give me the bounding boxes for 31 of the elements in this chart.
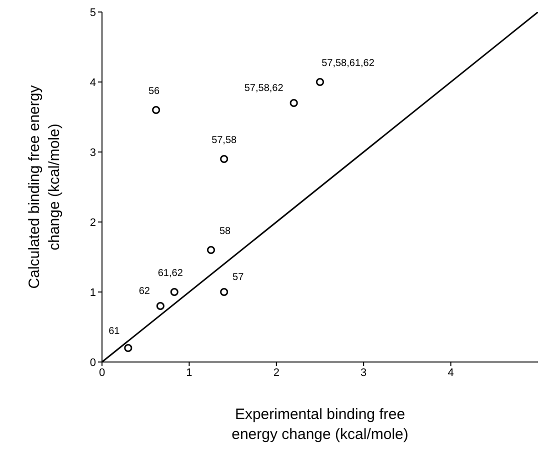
x-tick-label: 3 [360, 366, 367, 379]
point [124, 344, 132, 352]
y-tick-label: 0 [90, 356, 96, 369]
point [290, 98, 298, 108]
point [220, 288, 228, 296]
y-tick-label: 2 [90, 216, 96, 229]
point [220, 154, 228, 164]
annotation: 57 [232, 272, 244, 283]
x-axis-title: Experimental binding free energy change (kcal/mole) [230, 405, 410, 445]
point [206, 246, 216, 254]
x-tick-label: 2 [273, 366, 280, 379]
point [152, 106, 160, 114]
point [316, 78, 324, 86]
y-tick-label: 5 [90, 6, 96, 19]
annotation: 57,58,61,62 [322, 58, 375, 69]
x-tick-label: 0 [98, 366, 106, 379]
annotation: 56 [148, 86, 160, 97]
y-tick-label: 1 [90, 286, 96, 299]
point [170, 288, 178, 296]
y-axis-title: Calculated binding free energy change (kcal/mole) [25, 84, 64, 291]
annotation: 61 [108, 326, 120, 337]
point [156, 302, 164, 310]
annotation: 58 [219, 226, 231, 237]
annotation: 61,62 [158, 268, 184, 279]
x-tick-label: 1 [186, 366, 192, 379]
y-tick-label: 4 [90, 76, 96, 89]
annotation: 62 [138, 286, 150, 297]
annotation: 57,58,62 [244, 83, 284, 94]
annotation: 57,58 [212, 135, 238, 146]
x-tick-label: 4 [448, 366, 454, 379]
y-tick-label: 3 [90, 146, 96, 159]
